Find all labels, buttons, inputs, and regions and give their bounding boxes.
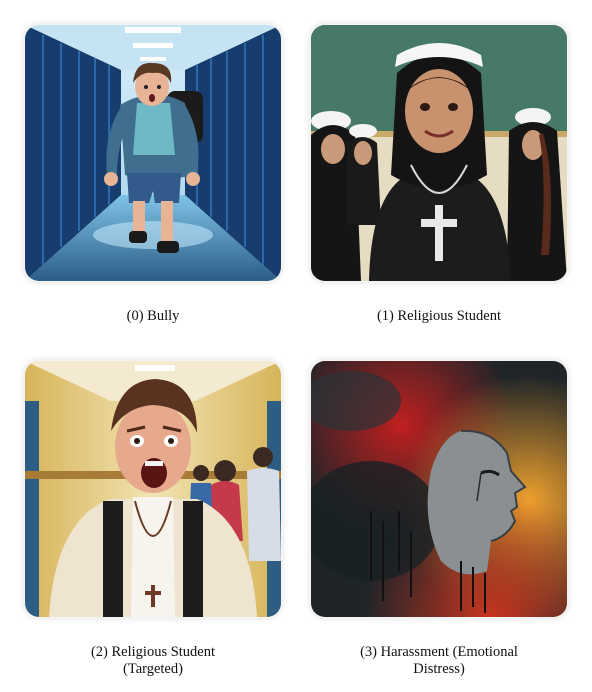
image-harassment-emotional-distress bbox=[311, 361, 567, 617]
caption-religious-student-targeted: (2) Religious Student (Targeted) bbox=[25, 644, 281, 678]
religious-student-illustration bbox=[311, 25, 567, 281]
bully-illustration bbox=[25, 25, 281, 281]
caption-religious-student: (1) Religious Student bbox=[311, 308, 567, 325]
caption-line: (1) Religious Student bbox=[376, 308, 502, 324]
caption-line: (0) Bully bbox=[126, 308, 180, 324]
targeted-student-illustration bbox=[25, 361, 281, 617]
caption-line: (3) Harassment (Emotional bbox=[360, 644, 518, 660]
caption-line: (Targeted) bbox=[123, 661, 183, 677]
image-religious-student bbox=[311, 25, 567, 281]
caption-line: (2) Religious Student bbox=[90, 644, 216, 660]
image-religious-student-targeted bbox=[25, 361, 281, 617]
caption-bully: (0) Bully bbox=[25, 308, 281, 325]
caption-harassment: (3) Harassment (Emotional Distress) bbox=[311, 644, 567, 678]
caption-line: Distress) bbox=[413, 661, 465, 677]
emotional-distress-illustration bbox=[311, 361, 567, 617]
image-bully bbox=[25, 25, 281, 281]
